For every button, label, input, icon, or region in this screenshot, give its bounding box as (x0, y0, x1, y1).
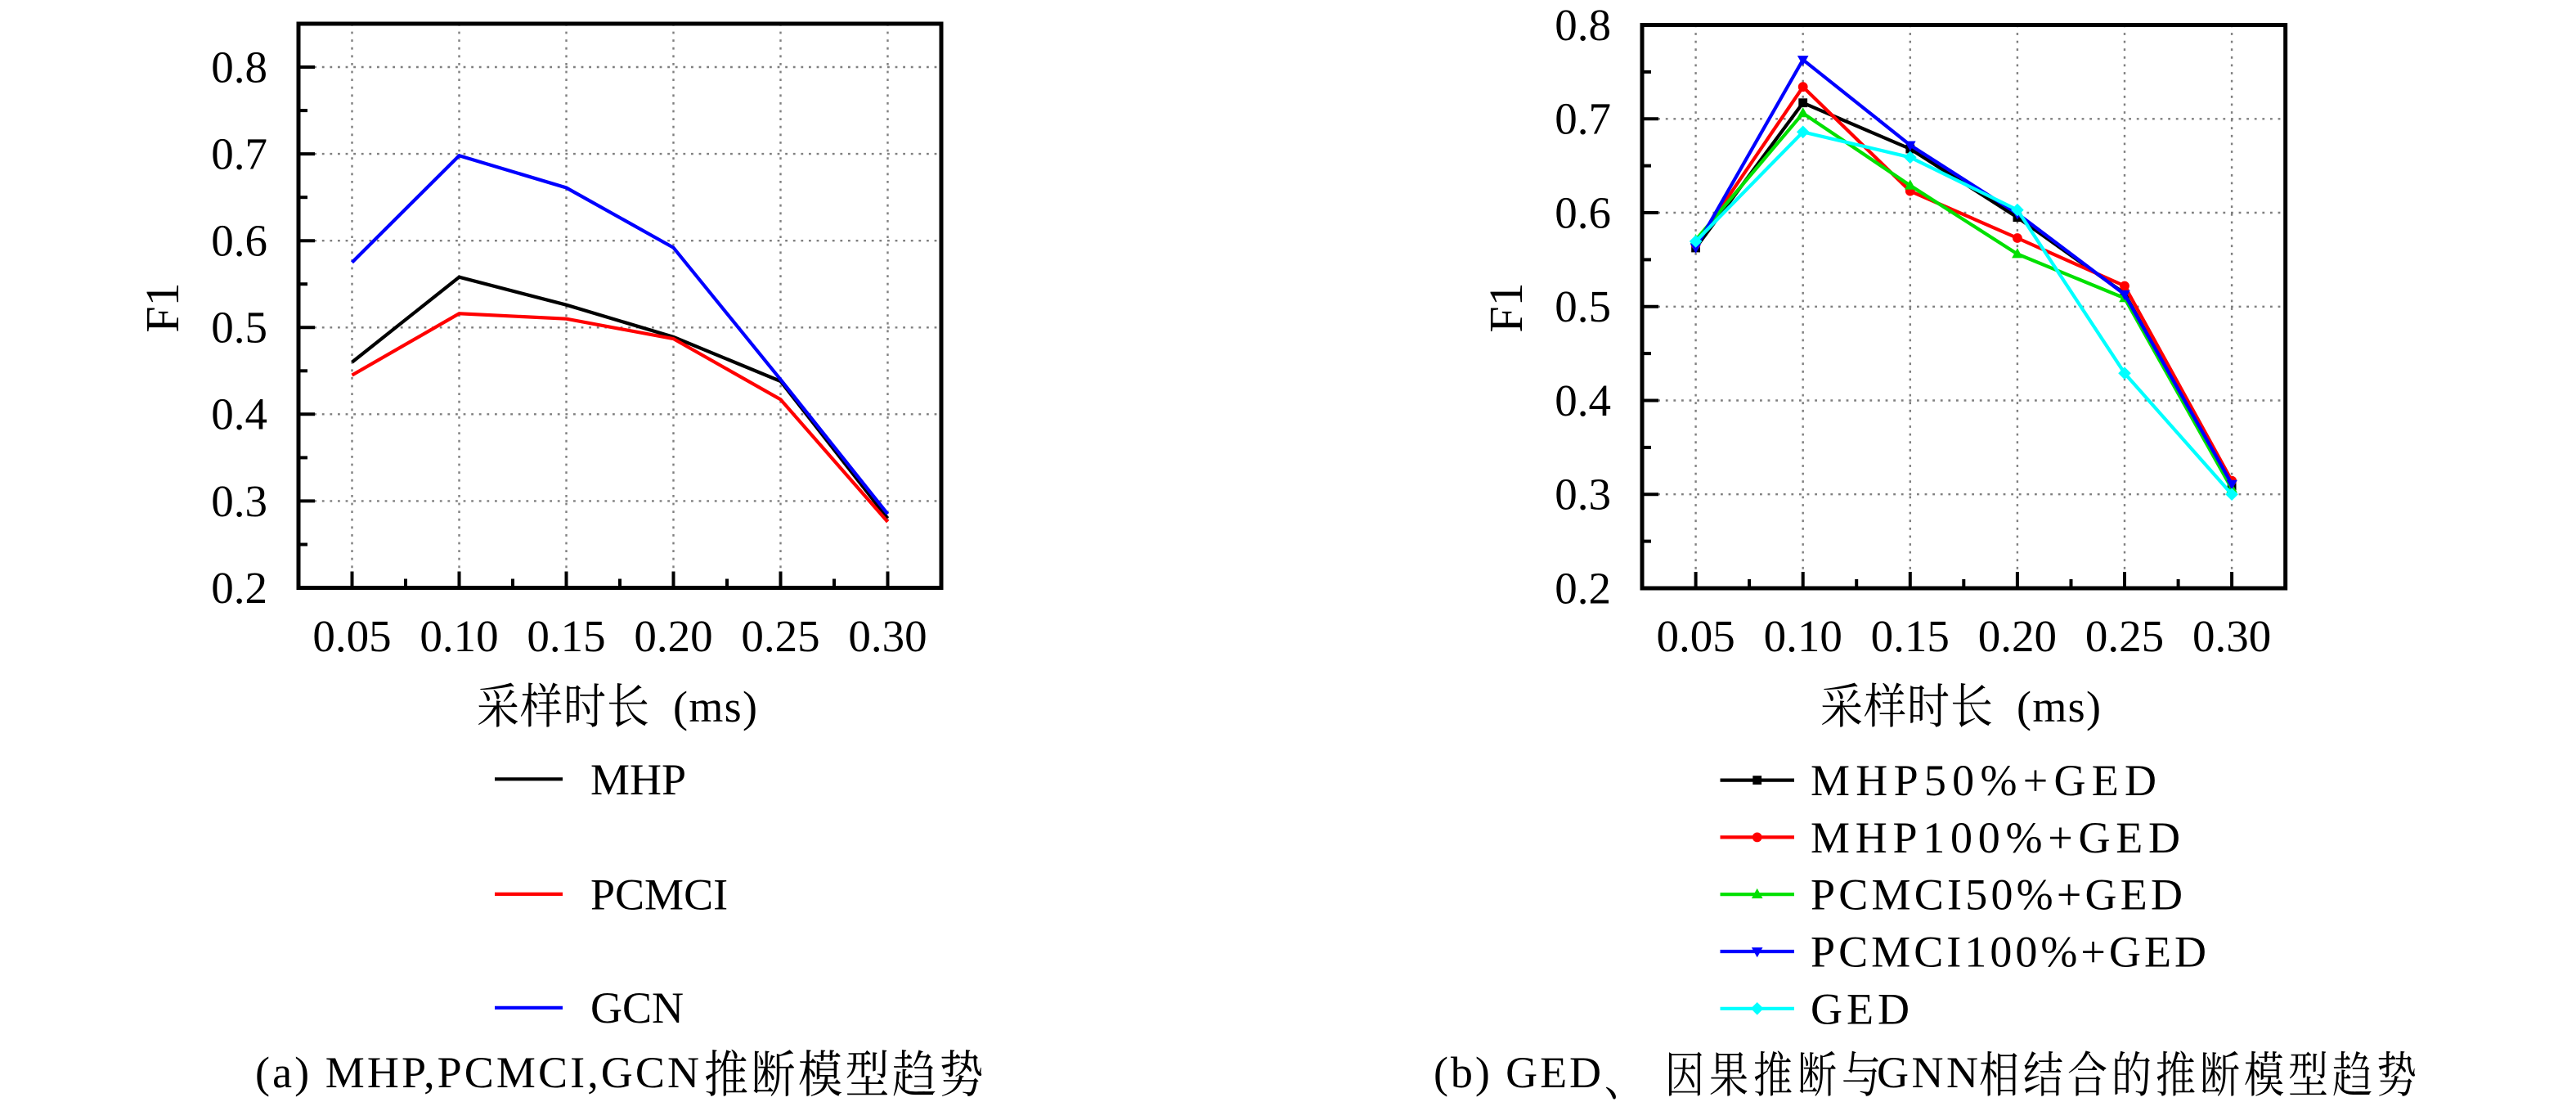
svg-text:0.4: 0.4 (211, 389, 267, 439)
svg-text:(ms): (ms) (2017, 682, 2101, 731)
svg-text:0.10: 0.10 (420, 611, 498, 661)
svg-text:PCMCI100%+GED: PCMCI100%+GED (1811, 928, 2206, 977)
svg-text:MHP50%+GED: MHP50%+GED (1811, 756, 2156, 805)
svg-text:0.30: 0.30 (848, 611, 927, 661)
svg-text:0.20: 0.20 (1978, 611, 2057, 661)
svg-text:0.15: 0.15 (527, 611, 605, 661)
svg-text:0.3: 0.3 (211, 476, 267, 526)
svg-text:0.8: 0.8 (211, 42, 267, 92)
svg-text:0.15: 0.15 (1871, 611, 1950, 661)
svg-text:0.7: 0.7 (211, 129, 267, 179)
svg-text:0.6: 0.6 (211, 216, 267, 266)
svg-text:MHP: MHP (590, 755, 686, 804)
svg-text:GNN: GNN (1877, 1048, 1978, 1097)
svg-text:0.5: 0.5 (211, 303, 267, 353)
svg-text:0.5: 0.5 (1555, 281, 1611, 331)
svg-text:0.2: 0.2 (1555, 563, 1611, 613)
svg-text:GCN: GCN (590, 983, 684, 1032)
svg-text:0.10: 0.10 (1764, 611, 1842, 661)
svg-text:PCMCI: PCMCI (590, 870, 728, 920)
svg-text:F1: F1 (136, 282, 189, 332)
svg-text:F1: F1 (1479, 282, 1533, 332)
svg-text:0.8: 0.8 (1555, 0, 1611, 50)
svg-text:0.25: 0.25 (741, 611, 819, 661)
svg-text:(ms): (ms) (673, 682, 757, 731)
svg-text:0.25: 0.25 (2085, 611, 2164, 661)
svg-text:0.3: 0.3 (1555, 470, 1611, 520)
svg-text:0.05: 0.05 (312, 611, 391, 661)
svg-text:(b) GED: (b) GED (1434, 1048, 1601, 1097)
svg-text:PCMCI50%+GED: PCMCI50%+GED (1811, 870, 2183, 920)
svg-text:(a) MHP,PCMCI,GCN: (a) MHP,PCMCI,GCN (255, 1048, 699, 1097)
svg-text:0.30: 0.30 (2192, 611, 2271, 661)
svg-text:0.7: 0.7 (1555, 94, 1611, 144)
svg-text:0.2: 0.2 (211, 563, 267, 613)
svg-text:GED: GED (1811, 984, 1910, 1033)
svg-text:0.05: 0.05 (1656, 611, 1735, 661)
svg-text:0.20: 0.20 (634, 611, 712, 661)
svg-text:MHP100%+GED: MHP100%+GED (1811, 813, 2180, 862)
svg-text:0.4: 0.4 (1555, 376, 1611, 425)
svg-text:0.6: 0.6 (1555, 187, 1611, 237)
